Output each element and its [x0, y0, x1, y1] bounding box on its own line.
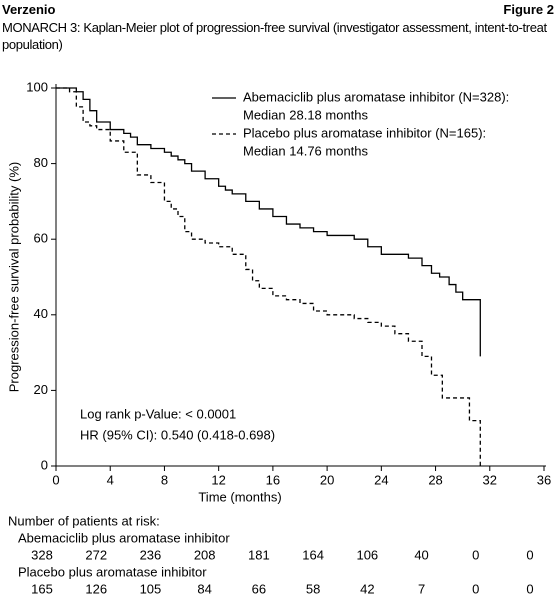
- at-risk-count: 0: [526, 581, 533, 596]
- x-tick-label: 8: [161, 472, 168, 487]
- legend-label: Placebo plus aromatase inhibitor (N=165)…: [243, 125, 486, 140]
- at-risk-count: 58: [306, 581, 320, 596]
- x-tick-label: 36: [537, 472, 551, 487]
- at-risk-count: 236: [140, 547, 162, 562]
- at-risk-title: Number of patients at risk:: [8, 513, 160, 528]
- y-tick-label: 0: [41, 457, 48, 472]
- y-tick-label: 20: [34, 382, 48, 397]
- y-tick-label: 60: [34, 231, 48, 246]
- x-tick-label: 28: [428, 472, 442, 487]
- at-risk-group: Placebo plus aromatase inhibitor: [18, 564, 207, 579]
- at-risk-count: 328: [31, 547, 53, 562]
- legend-note: Median 14.76 months: [243, 143, 369, 158]
- legend-note: Median 28.18 months: [243, 107, 369, 122]
- at-risk-count: 272: [85, 547, 107, 562]
- x-tick-label: 16: [266, 472, 280, 487]
- annotation: HR (95% CI): 0.540 (0.418-0.698): [80, 427, 275, 442]
- legend-label: Abemaciclib plus aromatase inhibitor (N=…: [243, 89, 509, 104]
- x-axis-label: Time (months): [198, 489, 281, 504]
- at-risk-count: 181: [248, 547, 270, 562]
- at-risk-count: 0: [526, 547, 533, 562]
- at-risk-count: 42: [360, 581, 374, 596]
- at-risk-group: Abemaciclib plus aromatase inhibitor: [18, 530, 230, 545]
- x-tick-label: 4: [107, 472, 114, 487]
- y-tick-label: 100: [26, 79, 48, 94]
- x-tick-label: 0: [52, 472, 59, 487]
- annotation: Log rank p-Value: < 0.0001: [80, 406, 236, 421]
- at-risk-count: 84: [197, 581, 211, 596]
- at-risk-count: 0: [472, 547, 479, 562]
- at-risk-count: 66: [252, 581, 266, 596]
- at-risk-count: 0: [472, 581, 479, 596]
- survival-curve: [56, 87, 481, 357]
- header-left: Verzenio: [2, 2, 56, 17]
- x-tick-label: 20: [320, 472, 334, 487]
- y-axis-label: Progression-free survival probability (%…: [6, 162, 21, 392]
- at-risk-count: 164: [302, 547, 324, 562]
- at-risk-count: 40: [414, 547, 428, 562]
- x-tick-label: 24: [374, 472, 388, 487]
- chart-title: MONARCH 3: Kaplan-Meier plot of progress…: [2, 20, 547, 52]
- x-tick-label: 12: [211, 472, 225, 487]
- survival-curve: [56, 87, 481, 466]
- at-risk-count: 7: [418, 581, 425, 596]
- at-risk-count: 165: [31, 581, 53, 596]
- y-tick-label: 40: [34, 306, 48, 321]
- y-tick-label: 80: [34, 155, 48, 170]
- at-risk-count: 208: [194, 547, 216, 562]
- at-risk-count: 126: [85, 581, 107, 596]
- header-right: Figure 2: [503, 2, 554, 17]
- x-tick-label: 32: [483, 472, 497, 487]
- at-risk-count: 106: [356, 547, 378, 562]
- at-risk-count: 105: [140, 581, 162, 596]
